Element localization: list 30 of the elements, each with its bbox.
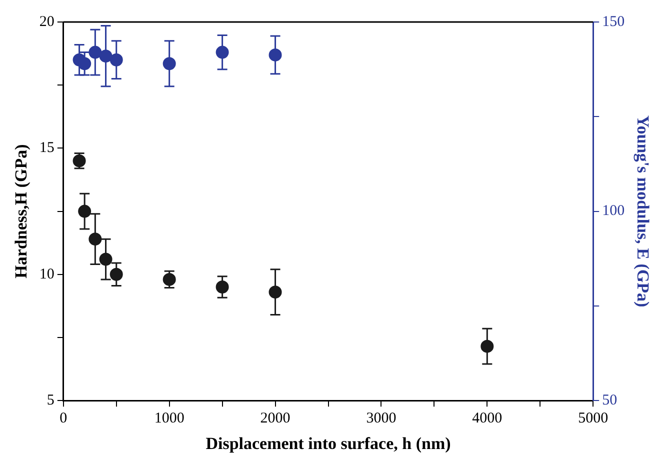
point [78, 204, 92, 218]
y2-tick-label: 50 [602, 392, 618, 409]
point [162, 57, 176, 70]
point [88, 232, 102, 246]
point [88, 46, 102, 59]
point [216, 46, 229, 59]
y-tick-label: 20 [39, 14, 54, 30]
x-tick-label: 1000 [154, 410, 184, 427]
y2-tick-label: 100 [602, 203, 625, 220]
y-tick-label: 15 [39, 140, 54, 156]
x-tick-label: 2000 [260, 410, 290, 427]
point [268, 48, 282, 62]
point [268, 286, 282, 299]
x-tick-label: 4000 [472, 410, 502, 427]
y-tick-label: 5 [46, 392, 54, 409]
x-axis-title: Displacement into surface, h (nm) [206, 434, 451, 454]
point [480, 340, 494, 353]
y2-axis-title: Young's modulus, E (GPa) [633, 115, 652, 308]
point [110, 53, 123, 66]
x-tick-label: 0 [60, 410, 68, 427]
point [99, 50, 112, 63]
x-tick-label: 3000 [366, 410, 396, 427]
point [99, 252, 112, 266]
y-axis-title: Hardness,H (GPa) [12, 144, 31, 278]
point [216, 280, 229, 294]
point [110, 268, 123, 281]
y2-tick-label: 150 [602, 14, 625, 30]
x-tick-label: 5000 [578, 410, 608, 427]
point [78, 57, 92, 70]
y-tick-label: 10 [39, 266, 54, 282]
